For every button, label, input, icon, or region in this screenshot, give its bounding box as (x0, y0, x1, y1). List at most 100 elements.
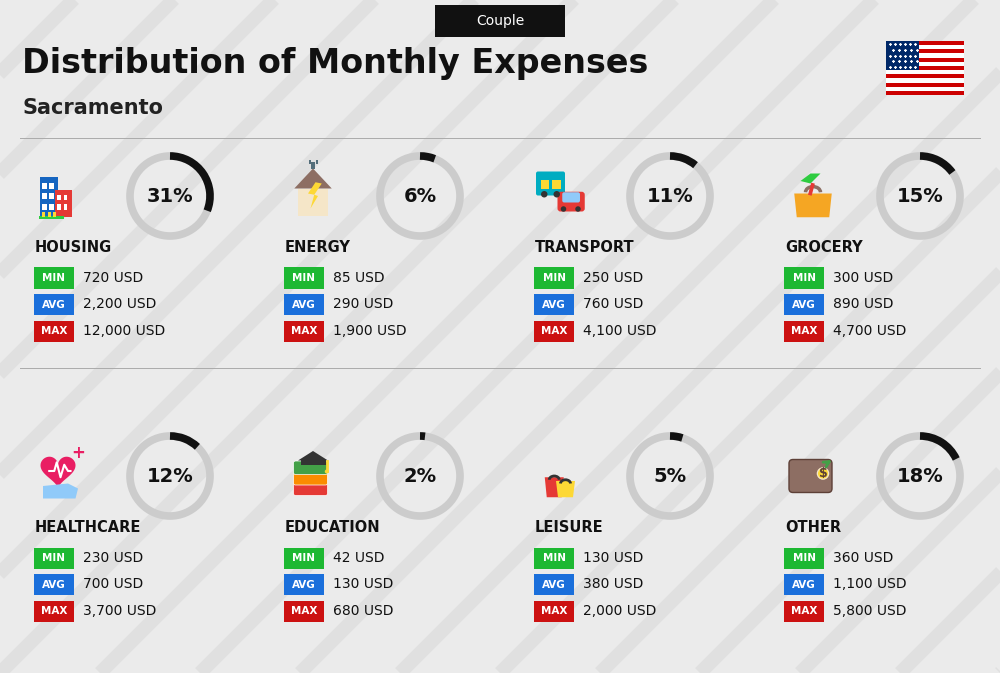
FancyBboxPatch shape (886, 53, 964, 58)
FancyBboxPatch shape (284, 548, 324, 569)
FancyBboxPatch shape (562, 192, 580, 203)
FancyBboxPatch shape (789, 460, 832, 493)
FancyBboxPatch shape (886, 87, 964, 91)
Polygon shape (556, 481, 575, 497)
Text: 18%: 18% (897, 466, 943, 485)
Polygon shape (43, 483, 78, 499)
FancyBboxPatch shape (784, 320, 824, 341)
Text: 2,000 USD: 2,000 USD (583, 604, 656, 618)
Text: ENERGY: ENERGY (285, 240, 351, 256)
Text: MAX: MAX (791, 326, 817, 336)
Circle shape (575, 206, 581, 212)
Bar (42, 182, 47, 188)
Text: 2,200 USD: 2,200 USD (83, 297, 156, 312)
Text: $: $ (819, 467, 827, 480)
Text: HOUSING: HOUSING (35, 240, 112, 256)
Bar (49, 193, 54, 199)
Text: Distribution of Monthly Expenses: Distribution of Monthly Expenses (22, 46, 648, 79)
FancyBboxPatch shape (886, 45, 964, 49)
Circle shape (561, 206, 566, 212)
Bar (48, 212, 51, 217)
Bar (541, 180, 549, 188)
Text: 12%: 12% (147, 466, 193, 485)
Text: 1,100 USD: 1,100 USD (833, 577, 907, 592)
Bar (308, 160, 310, 164)
Bar (300, 460, 326, 465)
FancyBboxPatch shape (294, 472, 328, 485)
Text: MAX: MAX (41, 326, 67, 336)
Text: 250 USD: 250 USD (583, 271, 643, 285)
Bar (316, 160, 318, 164)
FancyBboxPatch shape (34, 600, 74, 621)
FancyBboxPatch shape (294, 461, 328, 474)
FancyBboxPatch shape (534, 267, 574, 289)
FancyBboxPatch shape (886, 74, 964, 78)
Text: AVG: AVG (542, 299, 566, 310)
FancyBboxPatch shape (534, 574, 574, 595)
Text: AVG: AVG (792, 579, 816, 590)
Text: 3,700 USD: 3,700 USD (83, 604, 156, 618)
FancyBboxPatch shape (886, 58, 964, 62)
Text: 31%: 31% (147, 186, 193, 205)
Text: AVG: AVG (42, 579, 66, 590)
Bar (42, 203, 47, 210)
Text: +: + (71, 444, 85, 462)
FancyBboxPatch shape (886, 66, 964, 70)
Text: MIN: MIN (292, 273, 315, 283)
Text: MAX: MAX (541, 606, 567, 616)
Polygon shape (294, 168, 332, 188)
FancyBboxPatch shape (886, 91, 964, 95)
Text: Sacramento: Sacramento (22, 98, 163, 118)
Circle shape (325, 470, 329, 474)
Bar (64, 204, 67, 210)
Text: MAX: MAX (291, 326, 317, 336)
FancyBboxPatch shape (34, 267, 74, 289)
Polygon shape (794, 194, 832, 217)
Text: 11%: 11% (647, 186, 693, 205)
Text: EDUCATION: EDUCATION (285, 520, 381, 536)
Bar (311, 162, 315, 168)
Text: MIN: MIN (793, 273, 816, 283)
FancyBboxPatch shape (536, 172, 565, 195)
Text: 15%: 15% (897, 186, 943, 205)
Circle shape (818, 468, 828, 479)
Text: 380 USD: 380 USD (583, 577, 643, 592)
Text: 890 USD: 890 USD (833, 297, 894, 312)
FancyBboxPatch shape (886, 83, 964, 87)
FancyBboxPatch shape (886, 62, 964, 66)
FancyBboxPatch shape (284, 320, 324, 341)
Text: OTHER: OTHER (785, 520, 841, 536)
Polygon shape (298, 451, 328, 460)
Bar (53, 212, 56, 217)
Text: 760 USD: 760 USD (583, 297, 643, 312)
FancyBboxPatch shape (784, 267, 824, 289)
FancyBboxPatch shape (886, 78, 964, 83)
FancyBboxPatch shape (34, 294, 74, 315)
Text: 5%: 5% (653, 466, 687, 485)
Text: MIN: MIN (793, 553, 816, 563)
Text: AVG: AVG (792, 299, 816, 310)
Text: 5,800 USD: 5,800 USD (833, 604, 906, 618)
Bar (39, 216, 64, 219)
Text: 300 USD: 300 USD (833, 271, 893, 285)
Text: MIN: MIN (543, 273, 566, 283)
Text: AVG: AVG (42, 299, 66, 310)
FancyBboxPatch shape (886, 70, 964, 74)
Bar (42, 212, 45, 217)
Text: 42 USD: 42 USD (333, 551, 384, 565)
Bar (57, 204, 61, 210)
Bar (49, 203, 54, 210)
FancyBboxPatch shape (284, 600, 324, 621)
Text: 130 USD: 130 USD (333, 577, 393, 592)
Text: AVG: AVG (542, 579, 566, 590)
FancyBboxPatch shape (784, 548, 824, 569)
FancyBboxPatch shape (784, 294, 824, 315)
Polygon shape (41, 457, 75, 489)
FancyBboxPatch shape (784, 600, 824, 621)
FancyBboxPatch shape (534, 294, 574, 315)
Polygon shape (298, 188, 328, 216)
Text: MAX: MAX (541, 326, 567, 336)
Text: 680 USD: 680 USD (333, 604, 393, 618)
Bar (42, 193, 47, 199)
Polygon shape (801, 174, 820, 184)
